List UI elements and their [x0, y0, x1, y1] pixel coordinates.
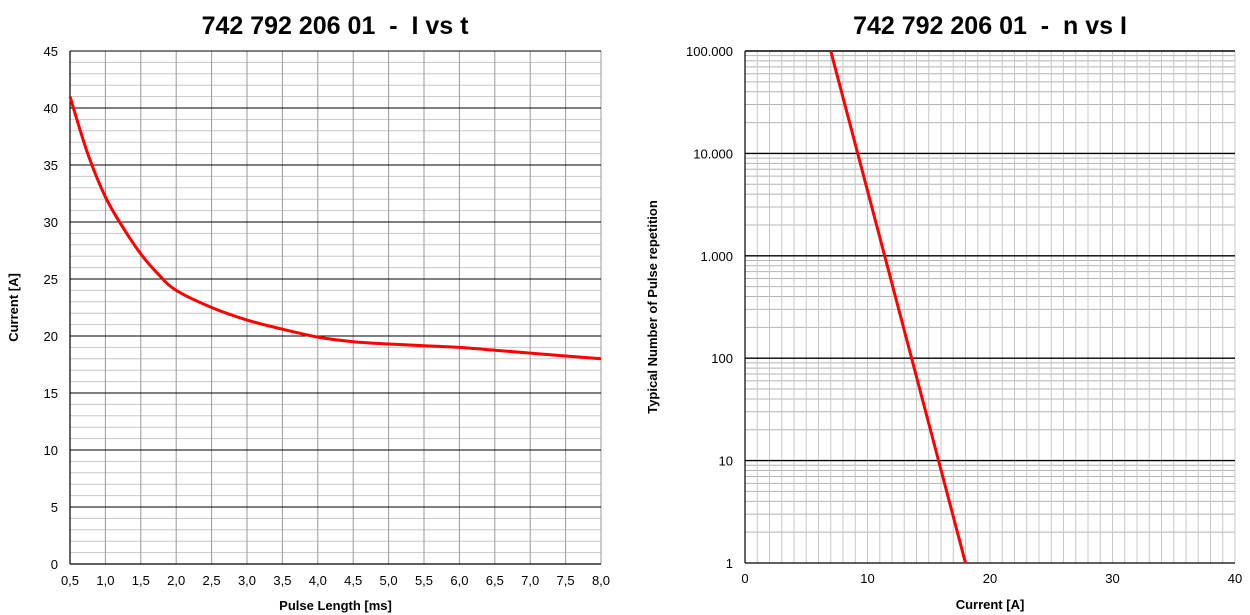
chart-title-n-vs-i: 742 792 206 01 - n vs I [853, 12, 1127, 40]
x-tick-label: 3,5 [273, 573, 291, 588]
y-tick-label: 40 [44, 101, 58, 116]
series-line [829, 50, 967, 564]
chart-i-vs-t: 0,5 1,0 1,5 2,0 2,5 3,0 3,5 4,0 4,5 5,0 5,5 6,0 6,5 7… [6, 44, 610, 613]
x-tick-label: 7,0 [521, 573, 539, 588]
x-tick-label: 6,5 [486, 573, 504, 588]
y-tick-label: 1.000 [700, 249, 733, 264]
x-tick-label: 4,5 [344, 573, 362, 588]
x-tick-label: 0,5 [61, 573, 79, 588]
x-tick-label: 4,0 [309, 573, 327, 588]
x-tick-label: 40 [1228, 571, 1242, 586]
x-tick-label: 8,0 [592, 573, 610, 588]
x-tick-label: 5,5 [415, 573, 433, 588]
x-tick-label: 7,5 [557, 573, 575, 588]
x-tick-label: 2,5 [203, 573, 221, 588]
y-tick-label: 5 [51, 500, 58, 515]
chart-title-i-vs-t: 742 792 206 01 - I vs t [201, 12, 469, 40]
x-axis-title: Current [A] [956, 597, 1025, 612]
y-tick-label: 45 [44, 44, 58, 59]
x-tick-label: 0 [741, 571, 748, 586]
y-tick-label: 10 [44, 443, 58, 458]
x-tick-label: 6,0 [450, 573, 468, 588]
x-tick-label: 1,0 [96, 573, 114, 588]
y-axis-title: Typical Number of Pulse repetition [645, 200, 660, 414]
x-tick-label: 5,0 [380, 573, 398, 588]
y-tick-label: 10 [719, 454, 733, 469]
y-tick-label: 30 [44, 215, 58, 230]
y-tick-label: 100 [711, 351, 733, 366]
y-tick-label: 100.000 [686, 44, 733, 59]
series-line [68, 96, 602, 361]
y-tick-label: 20 [44, 329, 58, 344]
chart-n-vs-i: 0 10 20 30 40 1 10 100 1.000 10.000 100.000 Current… [645, 44, 1242, 612]
y-tick-label: 10.000 [693, 146, 733, 161]
x-tick-label: 30 [1105, 571, 1119, 586]
x-axis-title: Pulse Length [ms] [279, 598, 392, 613]
y-tick-label: 25 [44, 272, 58, 287]
y-tick-label: 0 [51, 557, 58, 572]
y-tick-label: 1 [726, 556, 733, 571]
y-axis-title: Current [A] [6, 273, 21, 342]
x-tick-label: 3,0 [238, 573, 256, 588]
y-tick-label: 35 [44, 158, 58, 173]
x-tick-label: 10 [860, 571, 874, 586]
x-tick-label: 1,5 [132, 573, 150, 588]
y-tick-label: 15 [44, 386, 58, 401]
x-tick-label: 2,0 [167, 573, 185, 588]
x-tick-label: 20 [983, 571, 997, 586]
